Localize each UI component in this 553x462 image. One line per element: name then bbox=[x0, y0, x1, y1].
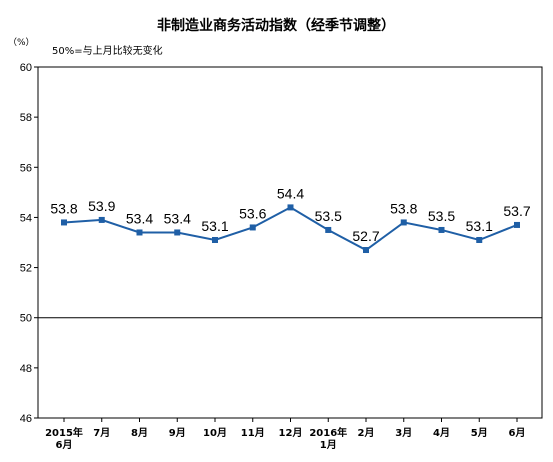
x-tick-label: 2015年 bbox=[45, 426, 83, 439]
x-tick-label: 6月 bbox=[56, 439, 73, 451]
y-axis: 60 58 56 54 52 50 48 46 bbox=[20, 62, 38, 425]
data-point bbox=[174, 229, 181, 236]
data-point bbox=[136, 229, 143, 236]
y-tick-label: 60 bbox=[20, 62, 32, 74]
x-tick-label: 1月 bbox=[320, 439, 337, 451]
data-label: 53.7 bbox=[503, 203, 530, 219]
data-point bbox=[514, 221, 520, 228]
x-tick-label: 5月 bbox=[471, 427, 488, 439]
data-point bbox=[249, 224, 256, 231]
x-tick-label: 12月 bbox=[279, 427, 303, 439]
x-tick-label: 9月 bbox=[169, 427, 186, 439]
data-label: 53.4 bbox=[126, 210, 153, 226]
x-tick-label: 6月 bbox=[509, 427, 526, 439]
plot-area-frame bbox=[37, 66, 543, 419]
data-point bbox=[98, 216, 105, 223]
x-tick-label: 10月 bbox=[203, 427, 227, 439]
x-tick-label: 2月 bbox=[358, 427, 375, 439]
series-markers bbox=[61, 204, 520, 254]
data-point bbox=[438, 226, 445, 233]
data-label: 53.8 bbox=[50, 200, 77, 216]
chart-title: 非制造业商务活动指数（经季节调整） bbox=[157, 17, 395, 34]
x-tick-label: 2016年 bbox=[309, 426, 347, 439]
data-point bbox=[476, 236, 483, 243]
data-label: 53.1 bbox=[466, 218, 493, 234]
y-tick-label: 58 bbox=[20, 112, 32, 124]
data-label: 54.4 bbox=[277, 185, 304, 201]
data-label: 52.7 bbox=[352, 228, 379, 244]
y-tick-label: 46 bbox=[20, 413, 32, 425]
y-tick-label: 50 bbox=[20, 313, 32, 325]
x-tick-label: 4月 bbox=[433, 427, 450, 439]
data-point bbox=[400, 219, 407, 226]
x-tick-label: 7月 bbox=[93, 427, 110, 439]
data-label: 53.5 bbox=[315, 208, 342, 224]
data-point bbox=[325, 226, 332, 233]
y-tick-label: 52 bbox=[20, 263, 32, 275]
y-tick-label: 54 bbox=[20, 212, 32, 224]
data-label: 53.6 bbox=[239, 205, 266, 221]
data-point bbox=[61, 219, 67, 226]
data-point bbox=[212, 236, 218, 243]
y-tick-label: 56 bbox=[20, 162, 32, 174]
data-label: 53.9 bbox=[88, 198, 115, 214]
y-tick-label: 48 bbox=[20, 363, 32, 375]
x-tick-label: 8月 bbox=[131, 427, 148, 439]
chart-note: 50%=与上月比较无变化 bbox=[52, 44, 163, 57]
data-labels: 53.8 53.9 53.4 53.4 53.1 53.6 54.4 53.5 52.7 53.8… bbox=[50, 185, 530, 244]
data-label: 53.8 bbox=[390, 200, 417, 216]
y-axis-unit: （%） bbox=[8, 37, 35, 48]
data-point bbox=[363, 247, 369, 254]
data-point bbox=[287, 204, 294, 211]
x-tick-label: 3月 bbox=[395, 427, 412, 439]
data-label: 53.5 bbox=[428, 208, 455, 224]
data-label: 53.1 bbox=[201, 218, 228, 234]
x-tick-label: 11月 bbox=[241, 427, 265, 439]
data-label: 53.4 bbox=[164, 210, 191, 226]
